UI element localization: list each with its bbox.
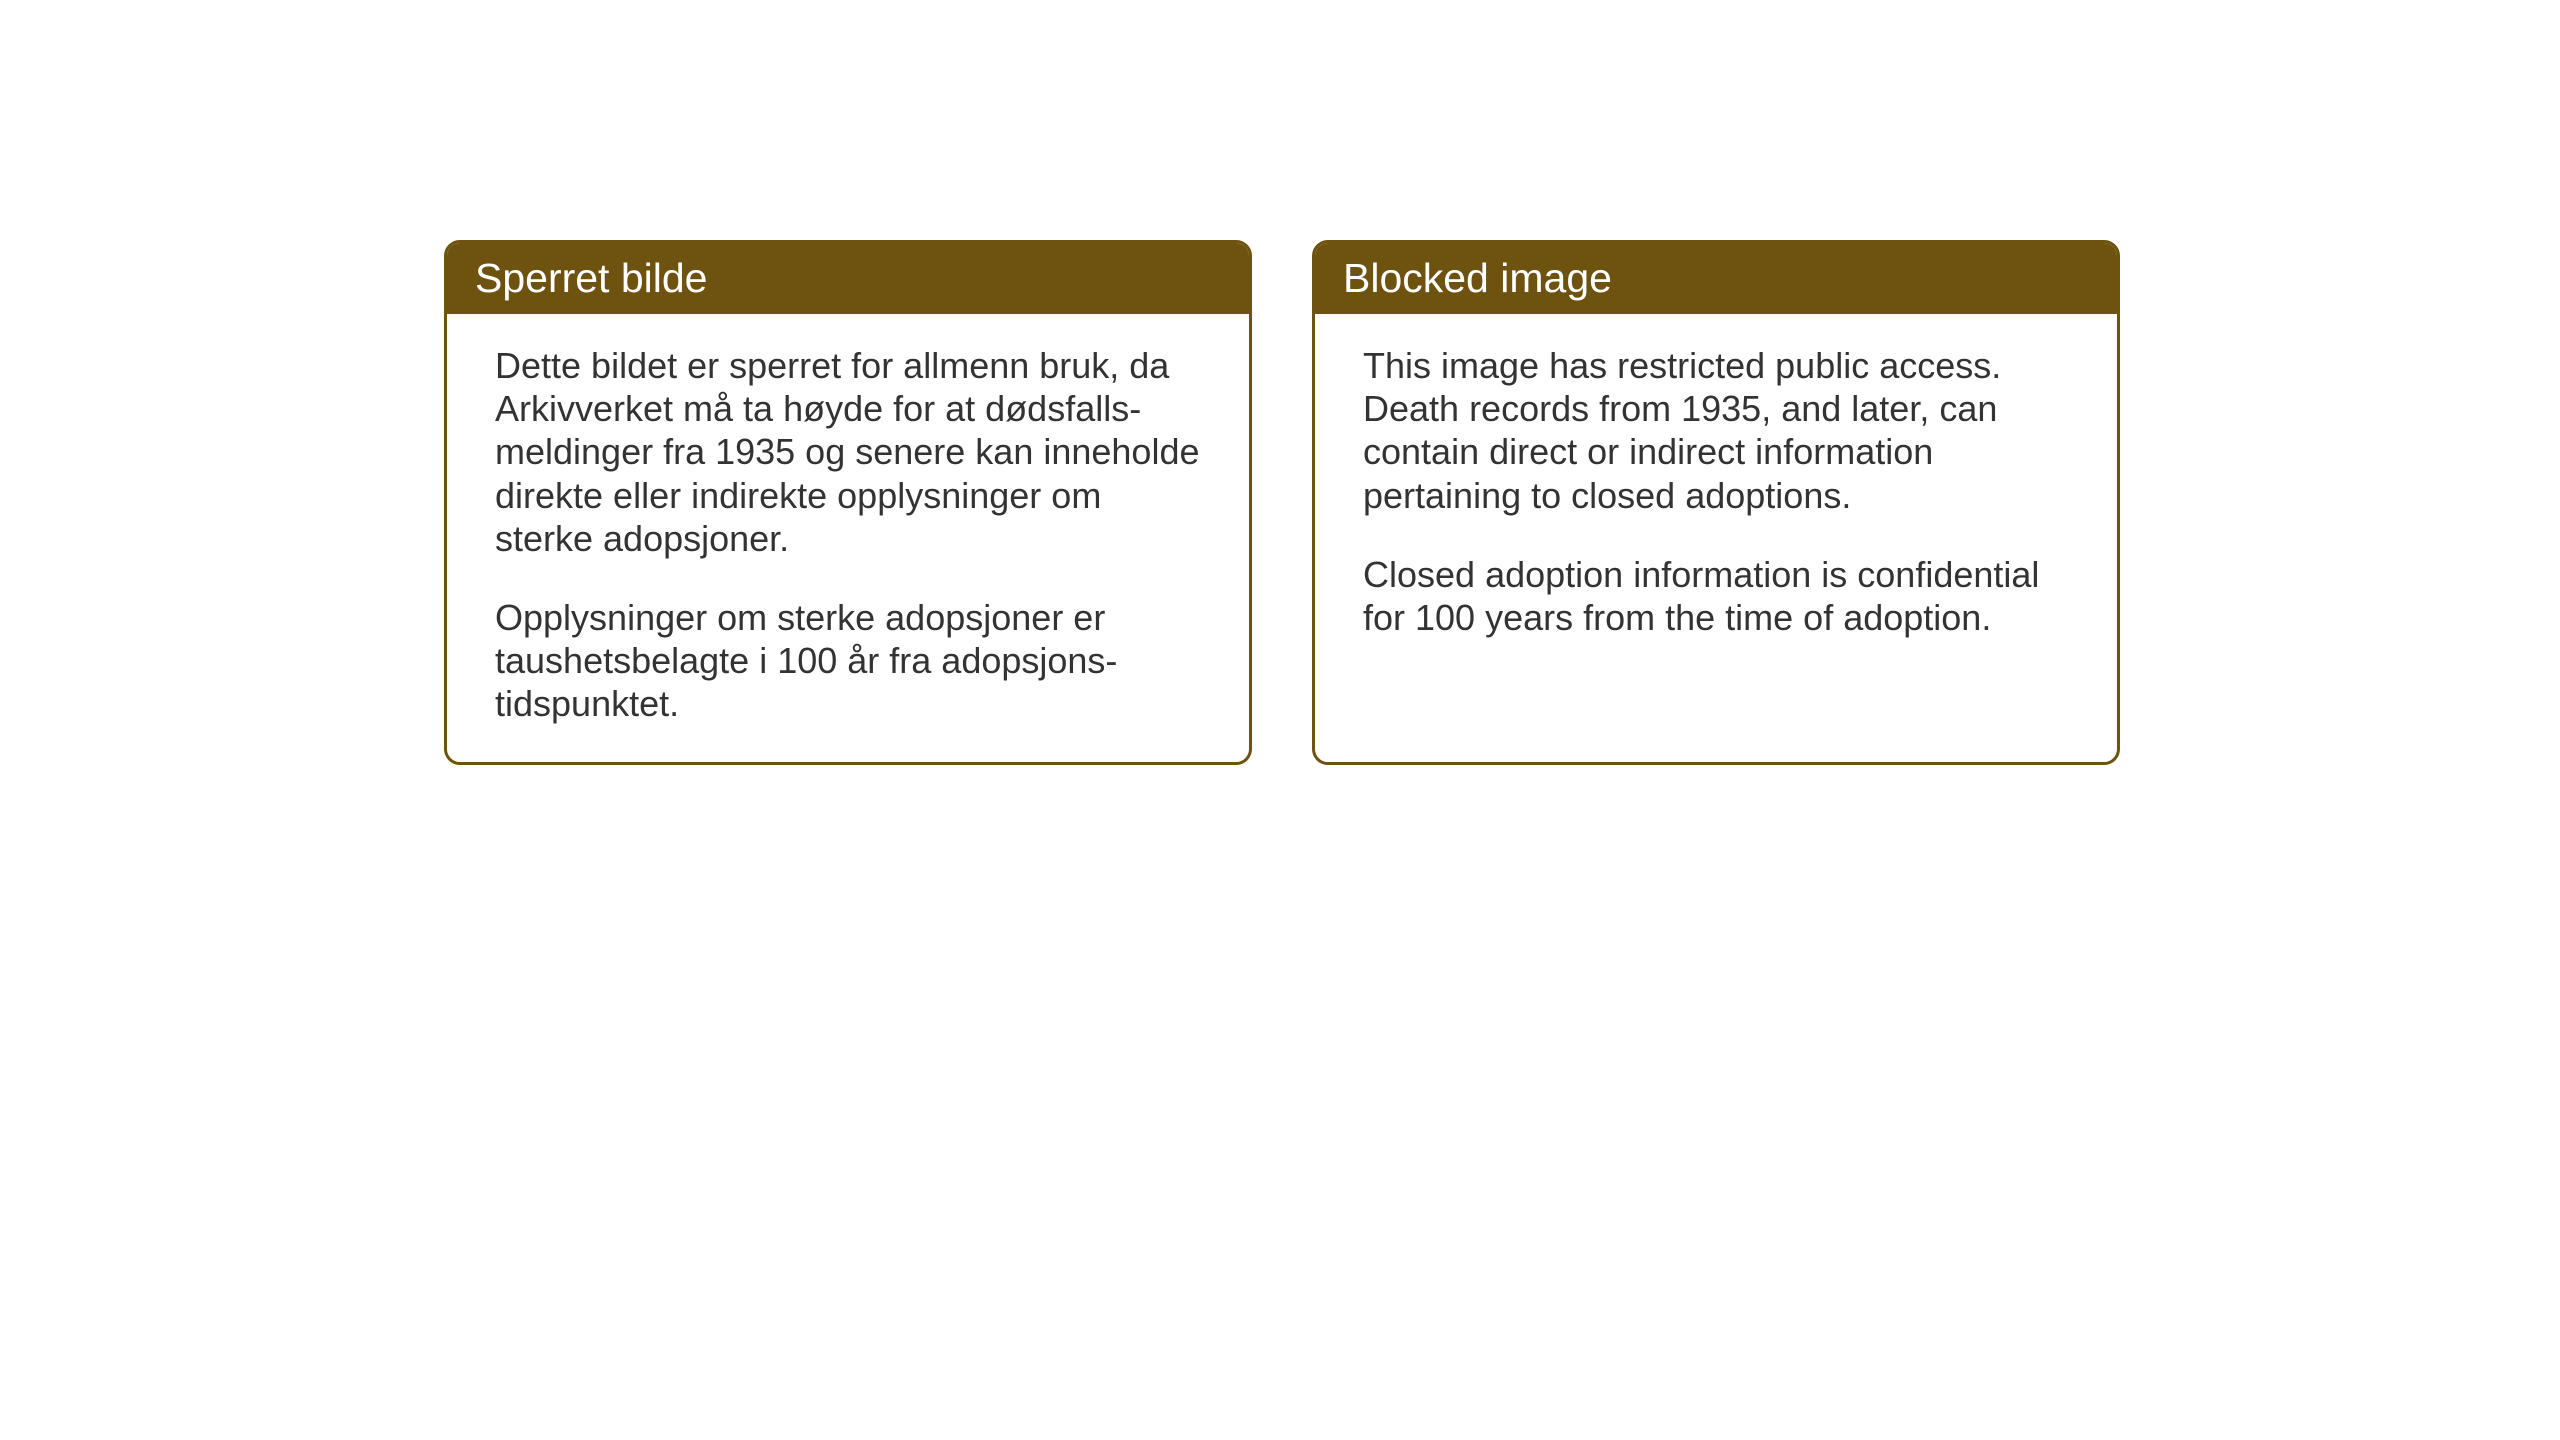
norwegian-paragraph-1: Dette bildet er sperret for allmenn bruk… bbox=[495, 344, 1201, 560]
notice-container: Sperret bilde Dette bildet er sperret fo… bbox=[444, 240, 2120, 765]
english-card-header: Blocked image bbox=[1315, 243, 2117, 314]
english-notice-card: Blocked image This image has restricted … bbox=[1312, 240, 2120, 765]
english-paragraph-2: Closed adoption information is confident… bbox=[1363, 553, 2069, 639]
norwegian-paragraph-2: Opplysninger om sterke adopsjoner er tau… bbox=[495, 596, 1201, 726]
norwegian-card-header: Sperret bilde bbox=[447, 243, 1249, 314]
norwegian-notice-card: Sperret bilde Dette bildet er sperret fo… bbox=[444, 240, 1252, 765]
english-card-body: This image has restricted public access.… bbox=[1315, 314, 2117, 734]
english-paragraph-1: This image has restricted public access.… bbox=[1363, 344, 2069, 517]
norwegian-card-title: Sperret bilde bbox=[475, 255, 707, 301]
english-card-title: Blocked image bbox=[1343, 255, 1612, 301]
norwegian-card-body: Dette bildet er sperret for allmenn bruk… bbox=[447, 314, 1249, 762]
